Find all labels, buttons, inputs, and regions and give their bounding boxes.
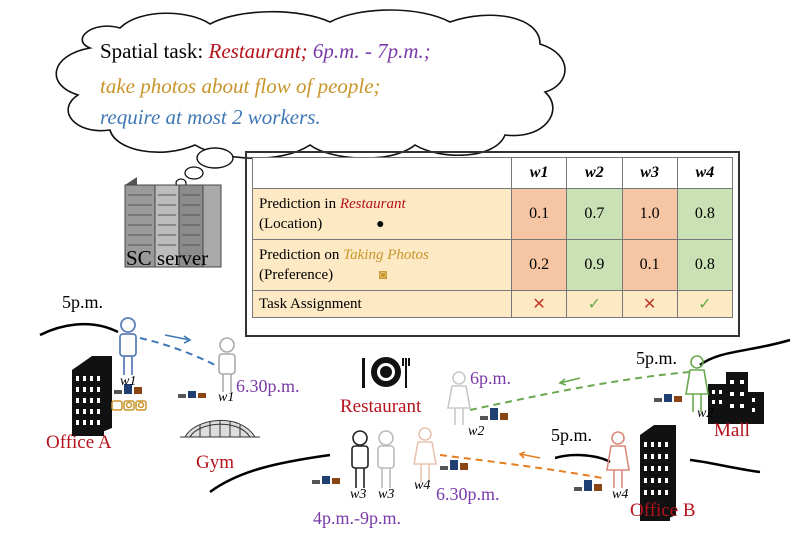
camera-small-icon: ◙: [378, 267, 388, 283]
task-sep: ;: [300, 39, 308, 63]
ground-line-right: [699, 338, 791, 367]
arrow-w2: [558, 377, 581, 386]
table-header-row: w1 w2 w3 w4: [252, 157, 734, 189]
trajectory-w2: [469, 371, 691, 411]
row-label-location: Prediction in Restaurant (Location) ●: [252, 188, 512, 240]
assign-w2: ✓: [566, 290, 623, 318]
label-gym: Gym: [196, 452, 234, 473]
cell-preference-w2: 0.9: [566, 239, 623, 291]
prediction-table: w1 w2 w3 w4 Prediction in Restaurant (Lo…: [252, 157, 734, 318]
mall-building: [708, 372, 764, 424]
label-w1: w1: [120, 374, 137, 389]
bars-w4: [574, 480, 602, 491]
restaurant-icon: [362, 357, 410, 388]
cell-preference-w3: 0.1: [621, 239, 678, 291]
task-activity: take photos about flow of people;: [100, 74, 381, 98]
time-w1-gym: 6.30p.m.: [236, 376, 300, 396]
task-prefix: Spatial task:: [100, 39, 209, 63]
worker-w1-gym-figure: [218, 337, 236, 392]
time-w4-start: 5p.m.: [551, 425, 593, 445]
assign-w1: ✕: [510, 290, 568, 318]
label-w3-ghost: w3: [378, 487, 395, 502]
time-w2-rest: 6p.m.: [470, 368, 512, 388]
row-label-preference: Prediction on Taking Photos (Preference)…: [252, 239, 512, 291]
task-location: Restaurant: [208, 39, 301, 63]
bars-w1: [114, 384, 142, 394]
bars-w1-gym: [178, 391, 206, 398]
label-w4: w4: [612, 487, 629, 502]
trajectory-w1: [139, 337, 216, 366]
label-office-a: Office A: [46, 432, 112, 453]
ground-line-officeb: [689, 458, 761, 474]
label-mall: Mall: [714, 420, 750, 441]
time-w2-start: 5p.m.: [636, 348, 678, 368]
worker-w4-rest-figure: [413, 427, 437, 482]
assign-w3: ✕: [621, 290, 678, 318]
label-restaurant: Restaurant: [340, 396, 422, 417]
worker-w2-figure: [685, 355, 709, 412]
bubble-line-1: Spatial task: Restaurant; 6p.m. - 7p.m.;: [100, 38, 431, 64]
cell-preference-w4: 0.8: [676, 239, 734, 291]
w1-preference-icons: [111, 400, 147, 411]
thought-cloud: [55, 9, 566, 159]
label-w2-rest: w2: [468, 424, 485, 439]
task-requirement: require at most 2 workers.: [100, 105, 321, 129]
table-corner: [252, 157, 512, 189]
row-label-assignment: Task Assignment: [252, 290, 512, 318]
label-w4-rest: w4: [414, 478, 431, 493]
worker-w1-figure: [119, 317, 137, 375]
table-row-preference: Prediction on Taking Photos (Preference)…: [252, 239, 734, 291]
header-w4: w4: [676, 157, 734, 189]
worker-w2-rest-figure: [447, 371, 471, 425]
worker-w4-figure: [606, 431, 630, 488]
ground-line-bottom-left: [209, 453, 331, 494]
header-w2: w2: [566, 157, 623, 189]
restaurant-small-icon: ●: [376, 216, 385, 232]
ground-line-bottom-right: [554, 453, 611, 464]
cell-location-w3: 1.0: [621, 188, 678, 240]
header-w1: w1: [510, 157, 568, 189]
label-w2: w2: [697, 406, 714, 421]
gym-building: [180, 420, 260, 438]
bars-w2-rest: [480, 408, 508, 420]
worker-w3-ghost-figure: [377, 430, 395, 488]
ground-line-left: [39, 322, 119, 337]
table-frame: [245, 151, 740, 337]
label-w3: w3: [350, 487, 367, 502]
header-w3: w3: [621, 157, 678, 189]
worker-w3-figure: [351, 430, 369, 488]
thought-bubble-2: [184, 166, 204, 180]
cell-preference-w1: 0.2: [510, 239, 568, 291]
arrow-w4: [518, 451, 541, 459]
time-w3-range: 4p.m.-9p.m.: [313, 508, 401, 528]
bars-w4-rest: [440, 460, 468, 470]
office-b-building: [640, 425, 676, 521]
time-w1-start: 5p.m.: [62, 292, 104, 312]
task-time: 6p.m. - 7p.m.;: [307, 39, 431, 63]
table-row-assignment: Task Assignment ✕ ✓ ✕ ✓: [252, 290, 734, 318]
assign-w4: ✓: [676, 290, 734, 318]
cell-location-w1: 0.1: [510, 188, 568, 240]
bars-w2: [654, 394, 682, 402]
arrow-w1: [164, 334, 192, 344]
cell-location-w2: 0.7: [566, 188, 623, 240]
label-w1-gym: w1: [218, 390, 235, 405]
label-office-b: Office B: [630, 500, 696, 521]
trajectory-w4: [439, 454, 603, 479]
time-w4-rest: 6.30p.m.: [436, 484, 500, 504]
cell-location-w4: 0.8: [676, 188, 734, 240]
thought-bubble-1: [196, 147, 234, 169]
server-icon: [124, 177, 222, 268]
table-row-location: Prediction in Restaurant (Location) ● 0.…: [252, 188, 734, 240]
bars-w3: [312, 476, 340, 484]
server-label: SC server: [126, 246, 209, 270]
office-a-building: [72, 356, 112, 436]
